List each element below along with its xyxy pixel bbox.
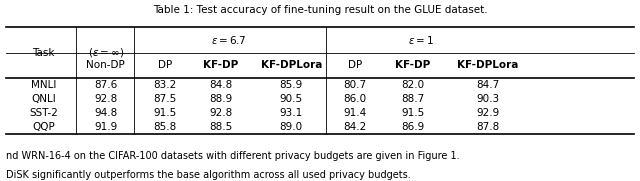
Text: $(\epsilon = \infty)$: $(\epsilon = \infty)$	[88, 46, 124, 59]
Text: 86.9: 86.9	[401, 122, 424, 132]
Text: nd WRN-16-4 on the CIFAR-100 datasets with different privacy budgets are given i: nd WRN-16-4 on the CIFAR-100 datasets wi…	[6, 151, 460, 161]
Text: 83.2: 83.2	[154, 80, 177, 90]
Text: 84.7: 84.7	[476, 80, 499, 90]
Text: QQP: QQP	[32, 122, 55, 132]
Text: 94.8: 94.8	[94, 108, 117, 118]
Text: 89.0: 89.0	[280, 122, 303, 132]
Text: 91.5: 91.5	[154, 108, 177, 118]
Text: 88.9: 88.9	[209, 94, 232, 104]
Text: 91.4: 91.4	[344, 108, 367, 118]
Text: 92.8: 92.8	[94, 94, 117, 104]
Text: 85.9: 85.9	[280, 80, 303, 90]
Text: 85.8: 85.8	[154, 122, 177, 132]
Text: 87.6: 87.6	[94, 80, 117, 90]
Text: 88.7: 88.7	[401, 94, 424, 104]
Text: 80.7: 80.7	[344, 80, 367, 90]
Text: 84.8: 84.8	[209, 80, 232, 90]
Text: DP: DP	[158, 60, 172, 70]
Text: 91.5: 91.5	[401, 108, 424, 118]
Text: MNLI: MNLI	[31, 80, 56, 90]
Text: KF-DP: KF-DP	[395, 60, 431, 70]
Text: $\epsilon = 1$: $\epsilon = 1$	[408, 34, 435, 46]
Text: 90.3: 90.3	[476, 94, 499, 104]
Text: Task: Task	[32, 48, 55, 58]
Text: 91.9: 91.9	[94, 122, 117, 132]
Text: 84.2: 84.2	[344, 122, 367, 132]
Text: QNLI: QNLI	[31, 94, 56, 104]
Text: 93.1: 93.1	[280, 108, 303, 118]
Text: 87.8: 87.8	[476, 122, 499, 132]
Text: 92.9: 92.9	[476, 108, 499, 118]
Text: $\epsilon = 6.7$: $\epsilon = 6.7$	[211, 34, 246, 46]
Text: Table 1: Test accuracy of fine-tuning result on the GLUE dataset.: Table 1: Test accuracy of fine-tuning re…	[153, 5, 487, 15]
Text: 92.8: 92.8	[209, 108, 232, 118]
Text: SST-2: SST-2	[29, 108, 58, 118]
Text: 82.0: 82.0	[401, 80, 424, 90]
Text: KF-DP: KF-DP	[203, 60, 239, 70]
Text: 88.5: 88.5	[209, 122, 232, 132]
Text: DP: DP	[348, 60, 362, 70]
Text: DiSK significantly outperforms the base algorithm across all used privacy budget: DiSK significantly outperforms the base …	[6, 170, 411, 180]
Text: 87.5: 87.5	[154, 94, 177, 104]
Text: KF-DPLora: KF-DPLora	[457, 60, 518, 70]
Text: KF-DPLora: KF-DPLora	[260, 60, 322, 70]
Text: Non-DP: Non-DP	[86, 60, 125, 70]
Text: 90.5: 90.5	[280, 94, 303, 104]
Text: 86.0: 86.0	[344, 94, 367, 104]
